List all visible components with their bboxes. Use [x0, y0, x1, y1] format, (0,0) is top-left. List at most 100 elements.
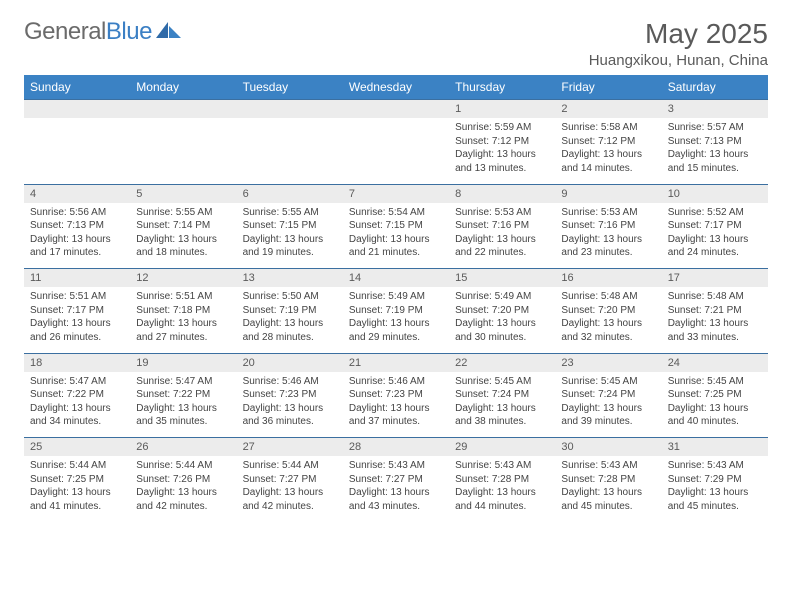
sunset-line: Sunset: 7:25 PM: [668, 388, 762, 402]
sunset-line: Sunset: 7:27 PM: [349, 473, 443, 487]
day-number-cell: 28: [343, 438, 449, 457]
sunrise-line: Sunrise: 5:44 AM: [30, 459, 124, 473]
day-number-cell: 7: [343, 184, 449, 203]
day-content-row: Sunrise: 5:44 AMSunset: 7:25 PM Daylight:…: [24, 456, 768, 522]
logo: GeneralBlue: [24, 18, 182, 46]
daylight-line: Daylight: 13 hours and 28 minutes.: [243, 317, 337, 344]
day-content-cell: Sunrise: 5:43 AMSunset: 7:29 PMDaylight:…: [662, 456, 768, 522]
sunset-line: Sunset: 7:13 PM: [30, 219, 124, 233]
daylight-line: Daylight: 13 hours and 29 minutes.: [349, 317, 443, 344]
day-number-cell: 17: [662, 269, 768, 288]
sunrise-line: Sunrise: 5:55 AM: [243, 206, 337, 220]
day-number-cell: 27: [237, 438, 343, 457]
day-content-cell: Sunrise: 5:46 AMSunset: 7:23 PMDaylight:…: [237, 372, 343, 438]
day-number-cell: [237, 100, 343, 119]
sunset-line: Sunset: 7:25 PM: [30, 473, 124, 487]
day-number-cell: [130, 100, 236, 119]
sunset-line: Sunset: 7:26 PM: [136, 473, 230, 487]
sunset-line: Sunset: 7:12 PM: [455, 135, 549, 149]
daylight-line: Daylight: 13 hours and 32 minutes.: [561, 317, 655, 344]
sunrise-line: Sunrise: 5:53 AM: [455, 206, 549, 220]
day-content-cell: Sunrise: 5:47 AMSunset: 7:22 PMDaylight:…: [24, 372, 130, 438]
day-number-cell: 12: [130, 269, 236, 288]
day-content-cell: Sunrise: 5:44 AMSunset: 7:25 PMDaylight:…: [24, 456, 130, 522]
day-number-cell: 6: [237, 184, 343, 203]
daylight-line: Daylight: 13 hours and 23 minutes.: [561, 233, 655, 260]
sunrise-line: Sunrise: 5:59 AM: [455, 121, 549, 135]
sunrise-line: Sunrise: 5:43 AM: [349, 459, 443, 473]
daylight-line: Daylight: 13 hours and 35 minutes.: [136, 402, 230, 429]
day-number-cell: 15: [449, 269, 555, 288]
day-content-cell: Sunrise: 5:53 AMSunset: 7:16 PMDaylight:…: [555, 203, 661, 269]
day-number-cell: 20: [237, 353, 343, 372]
sunrise-line: Sunrise: 5:50 AM: [243, 290, 337, 304]
day-content-row: Sunrise: 5:59 AMSunset: 7:12 PM Daylight:…: [24, 118, 768, 184]
day-header-cell: Tuesday: [237, 75, 343, 100]
day-content-cell: Sunrise: 5:44 AMSunset: 7:27 PMDaylight:…: [237, 456, 343, 522]
sunrise-line: Sunrise: 5:53 AM: [561, 206, 655, 220]
day-number-row: 45678910: [24, 184, 768, 203]
day-number-cell: 4: [24, 184, 130, 203]
daylight-line: Daylight: 13 hours and 45 minutes.: [561, 486, 655, 513]
title-block: May 2025 Huangxikou, Hunan, China: [589, 18, 768, 69]
day-content-cell: Sunrise: 5:51 AMSunset: 7:18 PMDaylight:…: [130, 287, 236, 353]
daylight-line: Daylight: 13 hours and 26 minutes.: [30, 317, 124, 344]
day-content-cell: Sunrise: 5:57 AMSunset: 7:13 PMDaylight:…: [662, 118, 768, 184]
day-number-cell: 1: [449, 100, 555, 119]
daylight-line: Daylight: 13 hours and 18 minutes.: [136, 233, 230, 260]
day-number-cell: 8: [449, 184, 555, 203]
day-content-cell: Sunrise: 5:49 AMSunset: 7:19 PMDaylight:…: [343, 287, 449, 353]
day-content-cell: Sunrise: 5:44 AMSunset: 7:26 PMDaylight:…: [130, 456, 236, 522]
day-number-row: 25262728293031: [24, 438, 768, 457]
sunset-line: Sunset: 7:28 PM: [455, 473, 549, 487]
sunrise-line: Sunrise: 5:55 AM: [136, 206, 230, 220]
day-number-cell: 2: [555, 100, 661, 119]
sunrise-line: Sunrise: 5:52 AM: [668, 206, 762, 220]
day-header-cell: Saturday: [662, 75, 768, 100]
sunrise-line: Sunrise: 5:45 AM: [455, 375, 549, 389]
day-number-cell: 21: [343, 353, 449, 372]
sunrise-line: Sunrise: 5:45 AM: [561, 375, 655, 389]
logo-text: GeneralBlue: [24, 18, 152, 46]
day-content-cell: Sunrise: 5:52 AMSunset: 7:17 PMDaylight:…: [662, 203, 768, 269]
daylight-line: Daylight: 13 hours and 39 minutes.: [561, 402, 655, 429]
day-content-cell: Sunrise: 5:46 AMSunset: 7:23 PMDaylight:…: [343, 372, 449, 438]
day-content-cell: Sunrise: 5:48 AMSunset: 7:21 PMDaylight:…: [662, 287, 768, 353]
sunset-line: Sunset: 7:13 PM: [668, 135, 762, 149]
day-content-row: Sunrise: 5:56 AMSunset: 7:13 PMDaylight:…: [24, 203, 768, 269]
day-number-cell: 23: [555, 353, 661, 372]
day-header-cell: Wednesday: [343, 75, 449, 100]
day-content-cell: Sunrise: 5:53 AMSunset: 7:16 PMDaylight:…: [449, 203, 555, 269]
sunset-line: Sunset: 7:27 PM: [243, 473, 337, 487]
sunrise-line: Sunrise: 5:47 AM: [30, 375, 124, 389]
daylight-line: Daylight: 13 hours and 38 minutes.: [455, 402, 549, 429]
day-number-cell: 25: [24, 438, 130, 457]
day-number-row: 18192021222324: [24, 353, 768, 372]
day-number-cell: 9: [555, 184, 661, 203]
sunset-line: Sunset: 7:22 PM: [30, 388, 124, 402]
daylight-line: Daylight: 13 hours and 42 minutes.: [136, 486, 230, 513]
sunrise-line: Sunrise: 5:46 AM: [349, 375, 443, 389]
day-number-cell: 31: [662, 438, 768, 457]
day-number-cell: 30: [555, 438, 661, 457]
sunset-line: Sunset: 7:21 PM: [668, 304, 762, 318]
day-content-cell: Sunrise: 5:45 AMSunset: 7:24 PMDaylight:…: [449, 372, 555, 438]
sunrise-line: Sunrise: 5:43 AM: [668, 459, 762, 473]
day-number-cell: 14: [343, 269, 449, 288]
day-number-cell: 11: [24, 269, 130, 288]
day-header-cell: Friday: [555, 75, 661, 100]
sunset-line: Sunset: 7:24 PM: [455, 388, 549, 402]
daylight-line: Daylight: 13 hours and 33 minutes.: [668, 317, 762, 344]
sunset-line: Sunset: 7:20 PM: [455, 304, 549, 318]
daylight-line: Daylight: 13 hours and 19 minutes.: [243, 233, 337, 260]
day-content-cell: Sunrise: 5:51 AMSunset: 7:17 PMDaylight:…: [24, 287, 130, 353]
day-content-row: Sunrise: 5:51 AMSunset: 7:17 PMDaylight:…: [24, 287, 768, 353]
day-content-cell: Sunrise: 5:58 AMSunset: 7:12 PMDaylight:…: [555, 118, 661, 184]
month-title: May 2025: [589, 18, 768, 50]
sunset-line: Sunset: 7:19 PM: [349, 304, 443, 318]
day-number-cell: 19: [130, 353, 236, 372]
daylight-line: Daylight: 13 hours and 15 minutes.: [668, 148, 762, 175]
daylight-line: Daylight: 13 hours and 36 minutes.: [243, 402, 337, 429]
sunrise-line: Sunrise: 5:43 AM: [561, 459, 655, 473]
day-content-cell: [24, 118, 130, 184]
